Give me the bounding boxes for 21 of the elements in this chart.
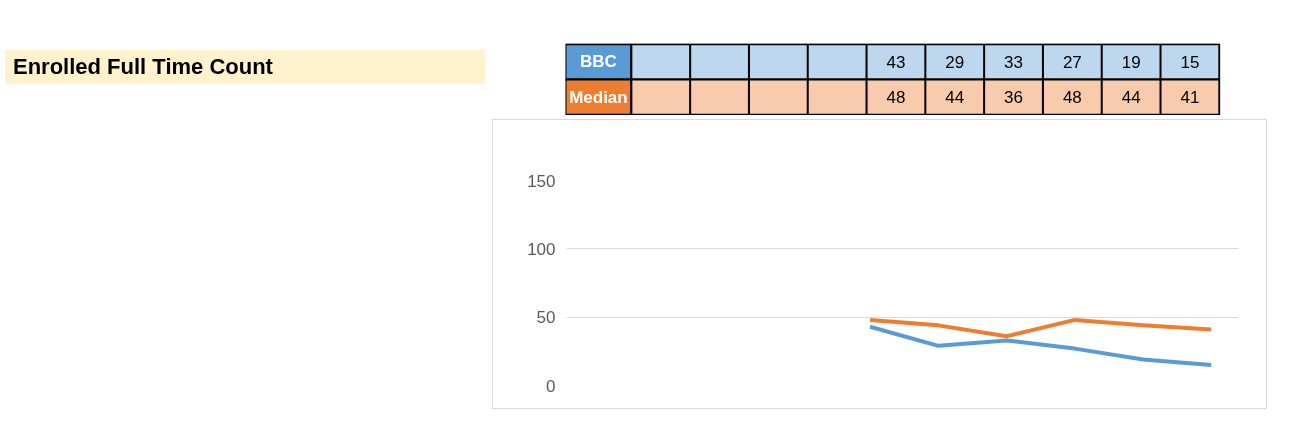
- text: Median: [569, 87, 628, 107]
- data-label: 48: [1062, 88, 1082, 108]
- text: BBC: [580, 52, 617, 72]
- data-label: 19: [1121, 52, 1141, 72]
- data-label: 27: [1062, 52, 1082, 72]
- line-series: [868, 317, 1214, 339]
- data-label: 33: [1004, 52, 1023, 72]
- text: Enrolled Full Time Count: [13, 53, 273, 81]
- data-label: 41: [1180, 88, 1200, 108]
- data-label: 44: [945, 88, 965, 108]
- data-label: 29: [945, 52, 965, 72]
- y-tick-label: 100: [527, 239, 556, 259]
- y-tick-label: 0: [546, 376, 556, 396]
- data-label: 44: [1121, 88, 1141, 108]
- y-tick-label: 50: [536, 308, 556, 328]
- y-tick-label: 150: [527, 171, 556, 191]
- data-label: 43: [886, 52, 906, 72]
- line-series: [868, 324, 1214, 367]
- data-label: 36: [1004, 88, 1023, 108]
- data-label: 48: [886, 88, 906, 108]
- data-label: 15: [1180, 52, 1200, 72]
